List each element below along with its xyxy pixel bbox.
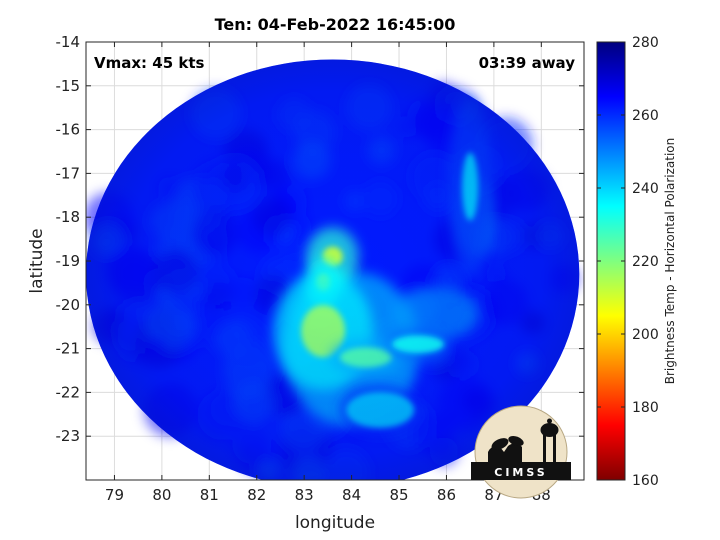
- x-tick-label: 80: [152, 486, 171, 504]
- colorbar-tick-label: 260: [632, 108, 659, 124]
- svg-text:CIMSS: CIMSS: [494, 466, 547, 479]
- y-tick-label: -22: [56, 383, 81, 401]
- swath-edge-shade: [86, 59, 580, 480]
- x-tick-label: 83: [295, 486, 314, 504]
- colorbar: [596, 41, 626, 481]
- axis-ticks: [86, 41, 584, 480]
- colorbar-tick-label: 180: [632, 400, 659, 416]
- y-tick-label: -23: [56, 427, 81, 445]
- x-tick-label: 82: [247, 486, 266, 504]
- y-tick-label: -17: [56, 164, 81, 182]
- y-tick-label: -19: [56, 252, 81, 270]
- y-tick-label: -16: [56, 121, 81, 139]
- colorbar-tick-label: 200: [632, 327, 659, 343]
- colorbar-label: Brightness Temp - Horizontal Polarizatio…: [663, 138, 677, 385]
- x-tick-label: 86: [437, 486, 456, 504]
- y-tick-label: -15: [56, 77, 81, 95]
- swath-group: [86, 59, 580, 480]
- x-tick-labels: 79 80 81 82 83 84 85 86 87 88: [105, 486, 551, 504]
- colorbar-tick-label: 280: [632, 35, 659, 51]
- vmax-annotation: Vmax: 45 kts: [94, 54, 204, 72]
- time-away-annotation: 03:39 away: [479, 54, 576, 72]
- y-tick-label: -18: [56, 208, 81, 226]
- plot-title: Ten: 04-Feb-2022 16:45:00: [215, 15, 456, 34]
- y-tick-label: -14: [56, 33, 81, 51]
- colorbar-tick-label: 240: [632, 181, 659, 197]
- cimss-logo: CIMSS: [471, 405, 571, 499]
- y-tick-labels: -14 -15 -16 -17 -18 -19 -20 -21 -22 -23: [56, 33, 81, 445]
- colorbar-tick-label: 220: [632, 254, 659, 270]
- x-tick-label: 84: [342, 486, 361, 504]
- x-tick-label: 79: [105, 486, 124, 504]
- y-tick-label: -20: [56, 296, 81, 314]
- y-tick-label: -21: [56, 340, 81, 358]
- x-tick-label: 85: [389, 486, 408, 504]
- colorbar-ticks: 280 260 240 220 200 180 160: [597, 35, 659, 489]
- y-axis-label: latitude: [27, 228, 47, 293]
- x-tick-label: 81: [200, 486, 219, 504]
- colorbar-tick-label: 160: [632, 473, 659, 489]
- x-axis-label: longitude: [295, 513, 375, 533]
